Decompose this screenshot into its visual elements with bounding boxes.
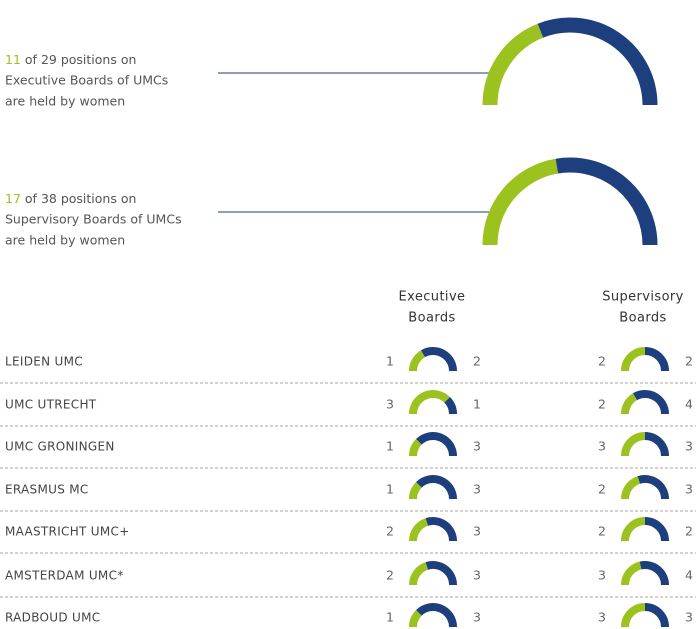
gauge-men bbox=[425, 517, 457, 542]
gauge-women bbox=[621, 347, 646, 372]
gauge-men bbox=[633, 390, 669, 415]
women-count: 11 bbox=[5, 52, 21, 67]
women-count: 1 bbox=[386, 482, 394, 497]
gauge-women bbox=[409, 350, 426, 372]
gauge-women bbox=[409, 482, 422, 500]
row-label: UMC UTRECHT bbox=[5, 398, 97, 412]
men-count: 3 bbox=[685, 610, 693, 625]
women-count: 3 bbox=[598, 439, 606, 454]
row-label: LEIDEN UMC bbox=[5, 355, 83, 369]
row-label: UMC GRONINGEN bbox=[5, 440, 115, 454]
rest: positions on bbox=[61, 52, 137, 67]
gauge-women bbox=[409, 562, 429, 586]
column-header: Supervisory bbox=[602, 290, 684, 305]
rest: positions on bbox=[61, 191, 137, 206]
row-label: RADBOUD UMC bbox=[5, 611, 100, 625]
column-header: Executive bbox=[399, 290, 466, 305]
gauge-women bbox=[621, 603, 646, 628]
total-count: 29 bbox=[41, 52, 57, 67]
men-count: 3 bbox=[473, 568, 481, 583]
gauge-men bbox=[644, 347, 669, 372]
gauge-women bbox=[482, 158, 559, 246]
of: of bbox=[25, 191, 38, 206]
women-count: 3 bbox=[598, 610, 606, 625]
gauge-women bbox=[409, 439, 422, 457]
men-count: 2 bbox=[473, 354, 481, 369]
women-count: 2 bbox=[386, 524, 394, 539]
row-label: ERASMUS MC bbox=[5, 483, 89, 497]
summary-line: Executive Boards of UMCs bbox=[5, 73, 168, 88]
gauge-women bbox=[409, 610, 422, 628]
summary-line: are held by women bbox=[5, 94, 125, 109]
gauge-women bbox=[482, 23, 544, 106]
gauge-men bbox=[537, 17, 658, 106]
women-count: 2 bbox=[598, 397, 606, 412]
gauge-men bbox=[421, 347, 457, 372]
women-count: 2 bbox=[386, 568, 394, 583]
gauge-men bbox=[644, 603, 669, 628]
total-count: 38 bbox=[41, 191, 57, 206]
gauge-women bbox=[621, 517, 646, 542]
of: of bbox=[25, 52, 38, 67]
gauge-women bbox=[621, 393, 638, 415]
gauge-men bbox=[644, 432, 669, 457]
gauge-women bbox=[621, 561, 642, 586]
summary-line: 17 of 38 positions on bbox=[5, 191, 136, 206]
men-count: 3 bbox=[473, 439, 481, 454]
men-count: 1 bbox=[473, 397, 481, 412]
women-count: 2 bbox=[598, 524, 606, 539]
men-count: 3 bbox=[685, 439, 693, 454]
gauge-men bbox=[639, 561, 669, 586]
column-header: Boards bbox=[619, 311, 666, 326]
men-count: 4 bbox=[685, 397, 693, 412]
women-count: 2 bbox=[598, 354, 606, 369]
gauge-women bbox=[621, 476, 641, 500]
summary-line: 11 of 29 positions on bbox=[5, 52, 136, 67]
men-count: 3 bbox=[473, 610, 481, 625]
men-count: 2 bbox=[685, 524, 693, 539]
gauge-men bbox=[555, 157, 658, 246]
gauge-men bbox=[416, 475, 457, 500]
gauge-men bbox=[416, 603, 457, 628]
women-count: 2 bbox=[598, 482, 606, 497]
gauge-women bbox=[621, 432, 646, 457]
gauge-men bbox=[416, 432, 457, 457]
row-label: AMSTERDAM UMC* bbox=[5, 569, 124, 583]
gauge-women bbox=[409, 518, 429, 542]
women-count: 1 bbox=[386, 439, 394, 454]
summary-line: Supervisory Boards of UMCs bbox=[5, 212, 182, 227]
men-count: 4 bbox=[685, 568, 693, 583]
gauge-men bbox=[425, 561, 457, 586]
row-label: MAASTRICHT UMC+ bbox=[5, 525, 130, 539]
gauge-men bbox=[444, 397, 457, 415]
men-count: 2 bbox=[685, 354, 693, 369]
men-count: 3 bbox=[685, 482, 693, 497]
column-header: Boards bbox=[408, 311, 455, 326]
men-count: 3 bbox=[473, 524, 481, 539]
summary-line: are held by women bbox=[5, 233, 125, 248]
gauge-women bbox=[409, 390, 450, 415]
women-count: 3 bbox=[598, 568, 606, 583]
women-count: 1 bbox=[386, 610, 394, 625]
women-count: 1 bbox=[386, 354, 394, 369]
gauge-men bbox=[644, 517, 669, 542]
men-count: 3 bbox=[473, 482, 481, 497]
women-count: 17 bbox=[5, 191, 21, 206]
gauge-men bbox=[637, 475, 669, 500]
women-count: 3 bbox=[386, 397, 394, 412]
